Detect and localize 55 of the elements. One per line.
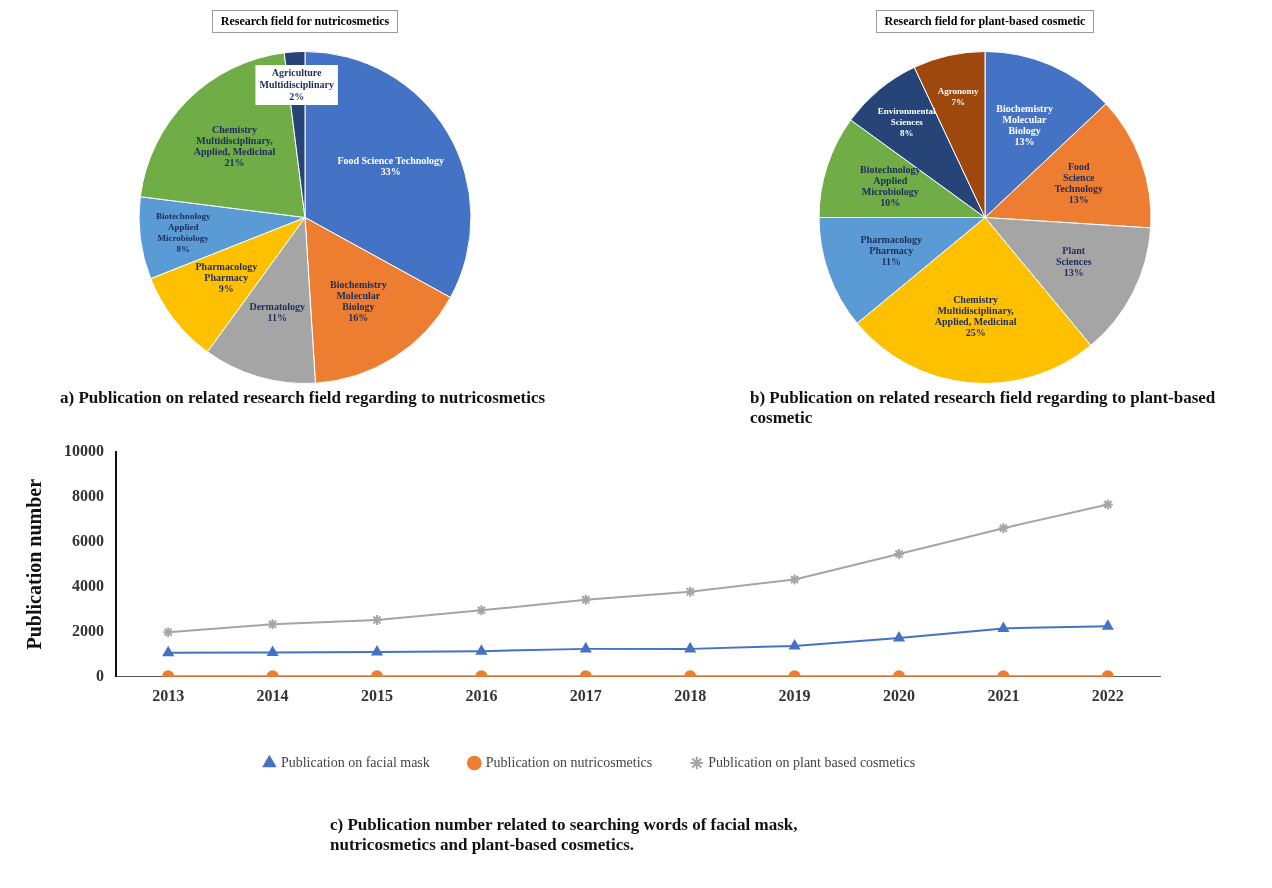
text: c) Publication number related to searching words of facial mask, nutricosmetics and plant-based cosmetics. — [330, 815, 799, 855]
slice-label: Chemistry Multidisciplinary, Applied, Medicinal — [934, 293, 1017, 327]
data-label: 9% — [218, 283, 234, 295]
x-tick-label: 2017 — [569, 686, 602, 704]
legend-label: Publication on nutricosmetics — [485, 754, 653, 770]
chart-title: Research field for nutricosmetics — [211, 10, 399, 33]
y-axis-title: Publication number — [23, 478, 46, 650]
x-tick-label: 2019 — [778, 686, 811, 704]
text: b) Publication on related research field regarding to plant-based cosmetic — [750, 388, 1217, 428]
slice-label: Dermatology — [249, 301, 305, 313]
x-tick-label: 2016 — [465, 686, 498, 704]
x-tick-label: 2013 — [152, 686, 185, 704]
x-tick-label: 2020 — [883, 686, 915, 704]
slice-label: Agriculture Multidisciplinary — [259, 66, 334, 90]
y-tick-label: 8000 — [72, 486, 104, 504]
slice-label: Pharmacology Pharmacy — [195, 261, 258, 284]
slice-label: Food Science Technology — [337, 154, 445, 166]
x-tick-label: 2021 — [987, 686, 1020, 704]
y-tick-label: 4000 — [72, 576, 104, 594]
slice-label: Chemistry Multidisciplinary, Applied, Medicinal — [193, 124, 276, 158]
y-tick-label: 2000 — [72, 621, 104, 639]
legend-label: Publication on facial mask — [280, 754, 430, 770]
y-tick-label: 10000 — [64, 441, 104, 459]
data-label: 11% — [881, 255, 902, 267]
x-tick-label: 2015 — [361, 686, 393, 704]
data-label: 10% — [880, 196, 901, 208]
data-label: 8% — [899, 128, 914, 139]
data-label: 33% — [380, 165, 401, 177]
slice-label: Biotechnology Applied Microbiology — [859, 163, 921, 197]
data-label: 13% — [1063, 267, 1084, 279]
data-label: 13% — [1068, 193, 1089, 205]
y-tick-label: 6000 — [72, 531, 104, 549]
slice-label: Environmental Sciences — [877, 106, 937, 128]
data-label: 16% — [348, 311, 369, 323]
data-label: 21% — [224, 157, 245, 169]
slice-label: Food Science Technology — [1054, 160, 1103, 194]
slice-label: Biochemistry Molecular Biology — [330, 278, 387, 312]
data-label: 11% — [267, 312, 287, 324]
data-label: 7% — [951, 97, 965, 108]
y-tick-label: 0 — [96, 666, 104, 684]
slice-label: Pharmacology Pharmacy — [860, 233, 923, 256]
data-label: 8% — [176, 243, 190, 254]
legend-label: Publication on plant based cosmetics — [708, 754, 916, 770]
x-tick-label: 2018 — [674, 686, 707, 704]
chart-title: Research field for plant-based cosmetic — [875, 10, 1095, 33]
slice-label: Biochemistry Molecular Biology — [996, 103, 1053, 137]
text: a) Publication on related research field regarding to nutricosmetics — [60, 388, 547, 408]
x-tick-label: 2022 — [1091, 686, 1124, 704]
slice-label: Biotechnology Applied Microbiology — [155, 210, 211, 243]
data-label: 2% — [289, 90, 305, 102]
data-label: 25% — [965, 326, 986, 338]
slice-label: Agronomy — [937, 86, 980, 97]
slice-label: Plant Sciences — [1055, 245, 1092, 268]
x-tick-label: 2014 — [256, 686, 289, 704]
data-label: 13% — [1014, 136, 1035, 148]
